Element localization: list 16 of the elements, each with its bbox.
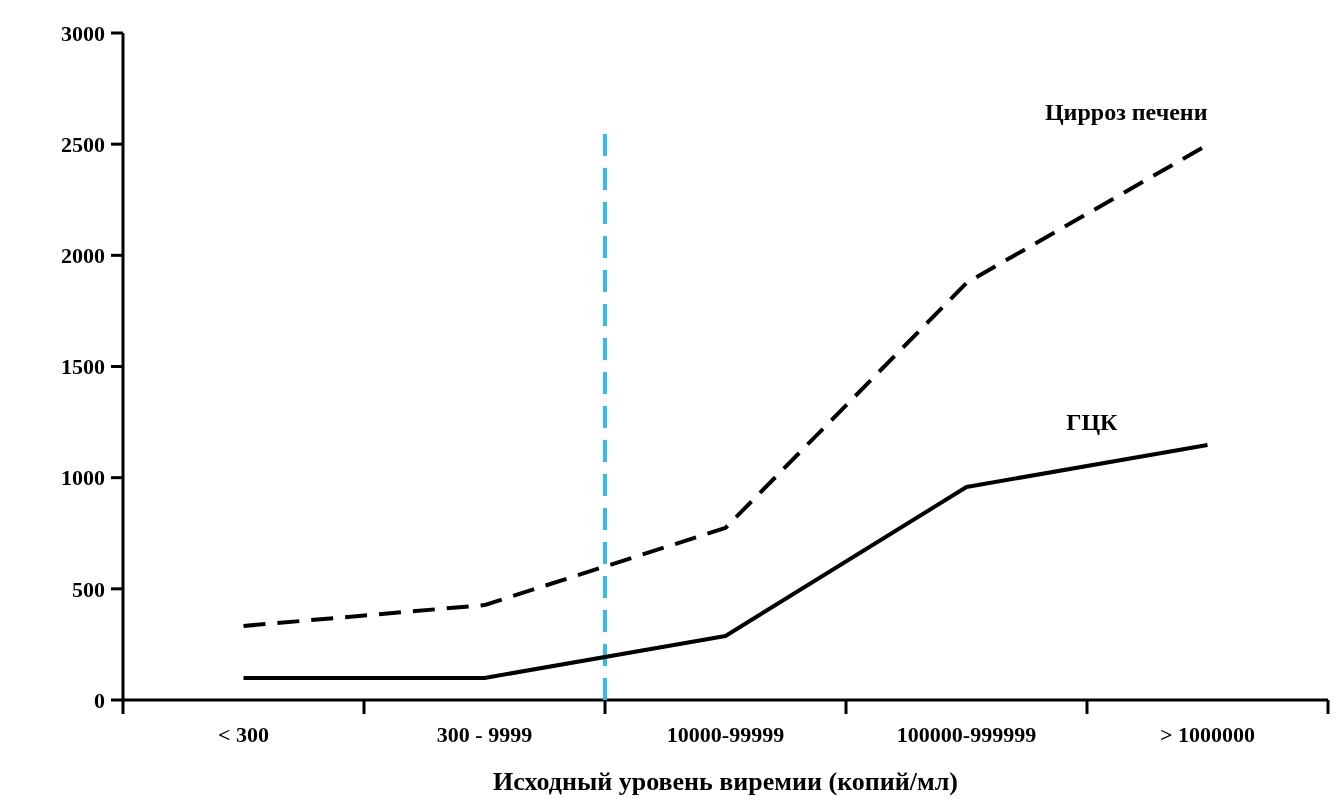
x-tick-label: > 1000000 [1159,722,1256,747]
y-tick-label: 1000 [61,465,105,491]
x-tick-label: 100000-999999 [896,722,1037,747]
x-axis-title: Исходный уровень виремии (копий/мл) [493,767,958,796]
series-label: ГЦК [1066,408,1119,435]
y-tick-label: 1500 [61,354,105,380]
y-tick-label: 0 [94,687,105,713]
x-tick-label: 300 - 9999 [436,722,533,747]
y-tick-label: 2000 [61,243,105,269]
x-tick-label: 10000-99999 [666,722,785,747]
y-tick-label: 500 [72,576,105,602]
line-series [241,442,1210,680]
series-label: Цирроз печени [1044,98,1208,125]
x-tick-label: < 300 [217,722,270,747]
y-tick-label: 3000 [61,20,105,46]
y-tick-label: 2500 [61,131,105,157]
